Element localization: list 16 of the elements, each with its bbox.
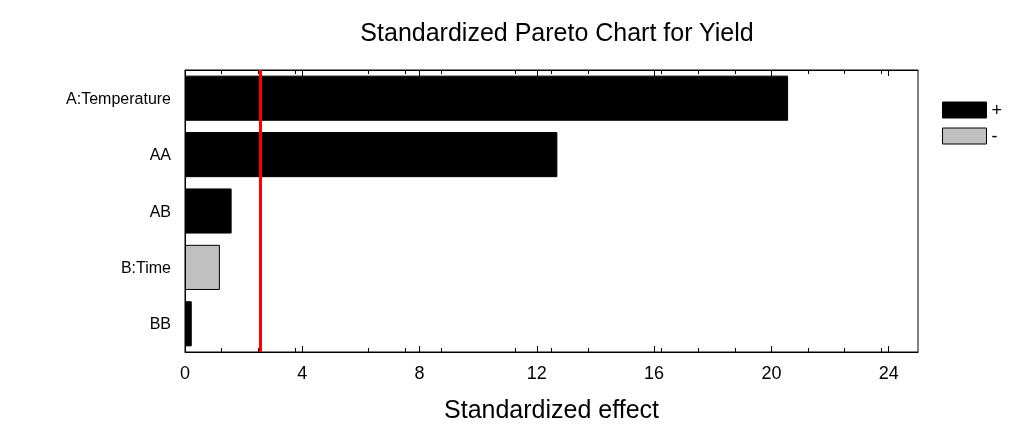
x-tick-label: 20 [761,363,782,383]
x-axis-title: Standardized effect [444,394,660,423]
y-tick-label: A:Temperature [66,89,172,107]
legend-label: - [991,126,998,146]
x-tick-label: 24 [878,363,899,383]
y-tick-label: B:Time [120,258,172,276]
y-tick-label: AA [149,146,172,164]
chart-title: Standardized Pareto Chart for Yield [360,17,754,46]
x-tick-label: 8 [414,363,425,383]
x-tick-label: 0 [179,363,191,383]
y-tick-label: BB [149,315,171,333]
legend-label: + [991,100,1002,120]
x-tick-label: 16 [644,363,665,383]
y-tick-label: AB [149,202,171,220]
x-tick-label: 4 [297,363,308,383]
x-tick-label: 12 [526,363,547,383]
